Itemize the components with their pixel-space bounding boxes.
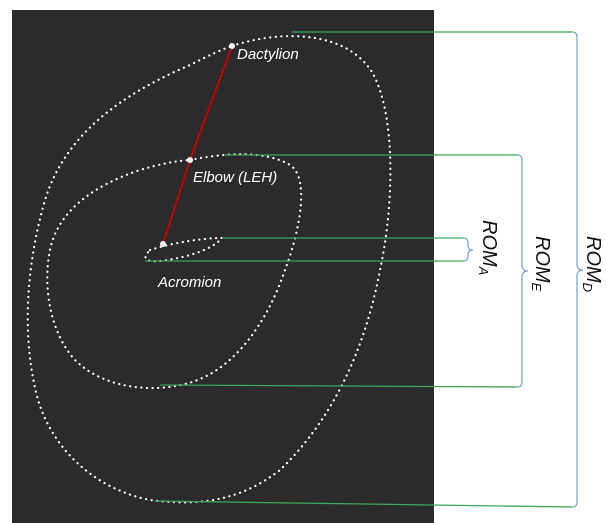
connector-dactylion-bottom xyxy=(154,500,573,508)
image-panel xyxy=(12,10,434,523)
elbow-trajectory xyxy=(46,153,303,390)
rom-d-bracket xyxy=(571,31,584,508)
elbow-label: Elbow (LEH) xyxy=(193,169,277,186)
elbow-marker xyxy=(187,157,193,163)
dactylion-label: Dactylion xyxy=(237,46,299,63)
dactylion-marker xyxy=(229,43,235,49)
upper-arm-segment xyxy=(162,159,191,245)
acromion-label: Acromion xyxy=(157,274,221,291)
connector-elbow-bottom xyxy=(159,384,518,388)
dactylion-trajectory xyxy=(26,35,392,504)
rom-e-label: ROME xyxy=(529,236,553,292)
forearm-segment xyxy=(189,45,233,161)
rom-a-bracket xyxy=(462,237,474,262)
rom-d-label: ROMD xyxy=(580,236,604,292)
acromion-marker xyxy=(160,241,166,247)
rom-a-label: ROMA xyxy=(476,220,500,275)
rom-e-bracket xyxy=(516,154,529,388)
acromion-trajectory xyxy=(144,236,225,263)
